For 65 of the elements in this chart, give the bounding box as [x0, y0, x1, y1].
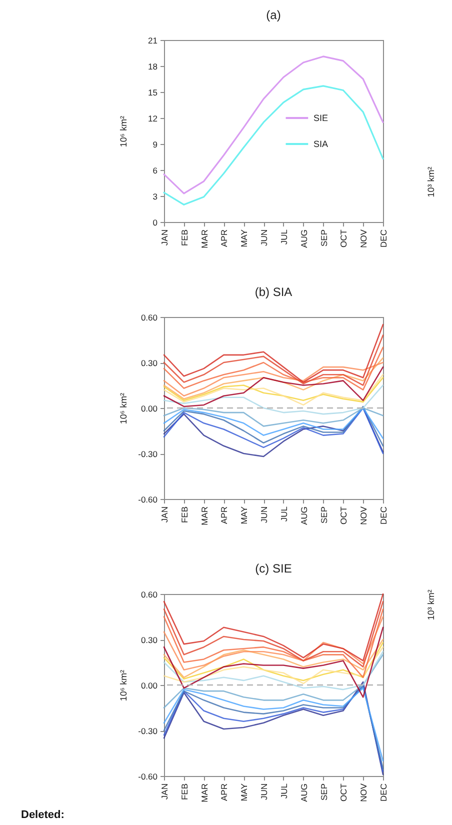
y-tick-label: 0.00 — [140, 680, 158, 690]
x-tick-label: AUG — [298, 506, 309, 525]
x-tick-label: NOV — [358, 229, 369, 248]
y-tick-label: 0.30 — [140, 635, 158, 645]
x-tick-label: MAR — [199, 784, 210, 802]
x-tick-label: JAN — [160, 784, 170, 800]
y-tick-label: 0.60 — [140, 590, 158, 600]
y-tick-label: 0 — [152, 218, 158, 228]
x-tick-label: DEC — [378, 230, 388, 248]
y2-axis-title: 10³ km² — [426, 166, 436, 198]
x-tick-label: APR — [219, 230, 230, 247]
chart-title: (b) SIA — [254, 285, 292, 299]
y-tick-label: 0.60 — [140, 312, 158, 322]
x-tick-label: APR — [219, 506, 230, 524]
y-tick-label: 15 — [148, 88, 158, 98]
y-tick-label: -0.60 — [138, 494, 158, 504]
x-tick-label: AUG — [298, 230, 309, 248]
x-tick-label: APR — [219, 784, 230, 801]
chart-title: (a) — [266, 8, 281, 22]
x-tick-label: JUL — [278, 506, 289, 522]
x-tick-label: JUN — [259, 230, 270, 246]
y-axis-title: 10⁶ km² — [118, 670, 128, 702]
y-axis-title: 10⁶ km² — [118, 392, 128, 424]
x-tick-label: SEP — [318, 783, 329, 801]
x-tick-label: OCT — [338, 784, 349, 802]
x-tick-label: OCT — [338, 506, 349, 524]
x-tick-label: MAR — [199, 230, 210, 248]
chart-title: (c) SIE — [255, 562, 292, 576]
y-tick-label: -0.60 — [138, 772, 158, 782]
x-tick-label: OCT — [338, 230, 349, 248]
legend-label: SIE — [313, 113, 328, 124]
x-tick-label: FEB — [179, 783, 190, 800]
x-tick-label: JAN — [160, 506, 170, 523]
y-tick-label: 0.00 — [140, 404, 158, 414]
y-tick-label: 18 — [148, 62, 158, 72]
y2-axis-title: 10³ km² — [426, 590, 436, 620]
x-tick-label: JUL — [278, 229, 289, 245]
x-tick-label: JUN — [259, 506, 270, 524]
x-tick-label: MAY — [239, 783, 250, 802]
x-tick-label: NOV — [358, 783, 369, 802]
text: Deleted: — [21, 809, 64, 821]
x-tick-label: MAY — [239, 229, 250, 248]
y-tick-label: 12 — [148, 114, 158, 124]
x-tick-label: MAY — [239, 506, 250, 524]
x-tick-label: JUN — [259, 784, 270, 800]
y-axis-title: 10⁶ km² — [118, 116, 128, 148]
x-tick-label: SEP — [318, 506, 329, 524]
x-tick-label: JAN — [160, 230, 170, 246]
x-tick-label: FEB — [179, 229, 190, 246]
y-tick-label: 3 — [152, 192, 158, 202]
y-tick-label: 6 — [152, 166, 158, 176]
x-tick-label: AUG — [298, 784, 309, 802]
y-tick-label: 0.30 — [140, 358, 158, 368]
legend-label: SIA — [313, 139, 328, 150]
x-tick-label: DEC — [378, 506, 388, 524]
x-tick-label: DEC — [378, 784, 388, 802]
y-tick-label: -0.30 — [138, 726, 158, 736]
x-tick-label: MAR — [199, 506, 210, 526]
y-tick-label: -0.30 — [138, 449, 158, 459]
x-tick-label: FEB — [179, 506, 190, 524]
x-tick-label: NOV — [358, 506, 369, 525]
x-tick-label: JUL — [278, 783, 289, 799]
x-tick-label: SEP — [318, 229, 329, 247]
y-tick-label: 9 — [152, 140, 158, 150]
y-tick-label: 21 — [148, 36, 158, 46]
